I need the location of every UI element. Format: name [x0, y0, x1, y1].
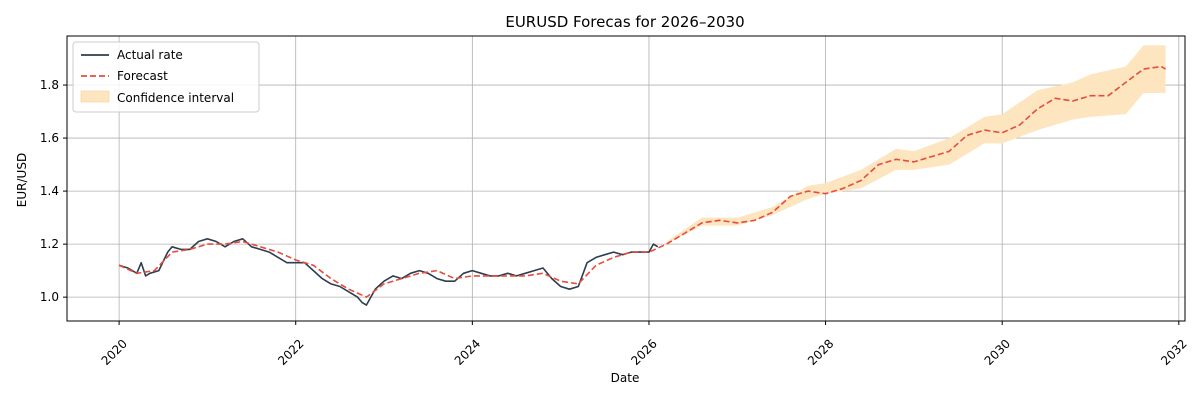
y-tick-label: 1.6 — [40, 131, 59, 145]
legend: Actual rate Forecast Confidence interval — [72, 41, 260, 113]
x-tick-label: 2032 — [1158, 337, 1189, 368]
x-axis-ticks: 2020 2022 2024 2026 2028 2030 2032 — [99, 321, 1190, 368]
legend-box — [72, 41, 260, 113]
x-tick-label: 2024 — [452, 337, 483, 368]
chart-title: EURUSD Forecas for 2026–2030 — [505, 13, 744, 31]
x-axis-label: Date — [611, 371, 640, 385]
x-tick-label: 2020 — [99, 337, 130, 368]
legend-label-forecast: Forecast — [117, 69, 168, 83]
y-axis-ticks: 1.0 1.2 1.4 1.6 1.8 — [40, 78, 67, 304]
legend-swatch-confidence — [80, 90, 110, 103]
x-tick-label: 2030 — [982, 337, 1013, 368]
y-tick-label: 1.2 — [40, 237, 59, 251]
x-tick-label: 2022 — [275, 337, 306, 368]
y-axis-label: EUR/USD — [15, 153, 29, 207]
legend-label-actual: Actual rate — [117, 48, 183, 62]
plot-frame — [66, 35, 1186, 322]
forecast-line — [118, 65, 1167, 298]
legend-label-confidence: Confidence interval — [117, 91, 234, 105]
y-tick-label: 1.4 — [40, 184, 59, 198]
confidence-band-layer — [666, 45, 1166, 245]
confidence-band — [666, 45, 1166, 245]
actual-rate-line — [118, 238, 659, 306]
series-layer — [118, 65, 1167, 306]
x-tick-label: 2028 — [805, 337, 836, 368]
y-tick-label: 1.0 — [40, 290, 59, 304]
x-tick-label: 2026 — [628, 337, 659, 368]
y-tick-label: 1.8 — [40, 78, 59, 92]
